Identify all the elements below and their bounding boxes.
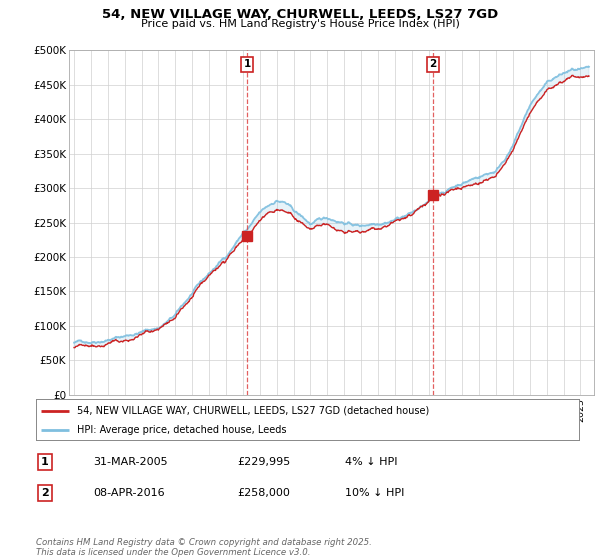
Text: £258,000: £258,000 bbox=[237, 488, 290, 498]
Text: 1: 1 bbox=[244, 59, 251, 69]
Text: Contains HM Land Registry data © Crown copyright and database right 2025.
This d: Contains HM Land Registry data © Crown c… bbox=[36, 538, 372, 557]
Text: 1: 1 bbox=[41, 457, 49, 467]
Text: 2: 2 bbox=[41, 488, 49, 498]
Text: 31-MAR-2005: 31-MAR-2005 bbox=[93, 457, 167, 467]
Text: 2: 2 bbox=[430, 59, 437, 69]
Text: 54, NEW VILLAGE WAY, CHURWELL, LEEDS, LS27 7GD (detached house): 54, NEW VILLAGE WAY, CHURWELL, LEEDS, LS… bbox=[77, 405, 429, 416]
Text: 08-APR-2016: 08-APR-2016 bbox=[93, 488, 164, 498]
Text: 54, NEW VILLAGE WAY, CHURWELL, LEEDS, LS27 7GD: 54, NEW VILLAGE WAY, CHURWELL, LEEDS, LS… bbox=[102, 8, 498, 21]
Text: £229,995: £229,995 bbox=[237, 457, 290, 467]
Text: Price paid vs. HM Land Registry's House Price Index (HPI): Price paid vs. HM Land Registry's House … bbox=[140, 19, 460, 29]
Text: 4% ↓ HPI: 4% ↓ HPI bbox=[345, 457, 398, 467]
Text: HPI: Average price, detached house, Leeds: HPI: Average price, detached house, Leed… bbox=[77, 424, 286, 435]
Text: 10% ↓ HPI: 10% ↓ HPI bbox=[345, 488, 404, 498]
